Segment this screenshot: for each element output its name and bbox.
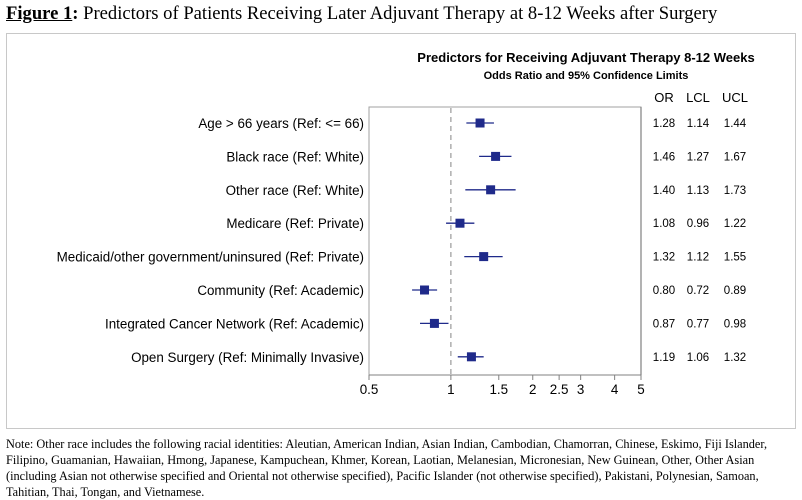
figure-title-text: Predictors of Patients Receiving Later A… bbox=[83, 3, 718, 24]
forest-row: Open Surgery (Ref: Minimally Invasive) 1.… bbox=[131, 350, 746, 365]
odds-ratio-marker bbox=[475, 118, 485, 128]
x-tick-label: 1.5 bbox=[489, 382, 508, 397]
chart-title: Predictors for Receiving Adjuvant Therap… bbox=[417, 50, 754, 65]
forest-plot: Predictors for Receiving Adjuvant Therap… bbox=[57, 50, 755, 397]
row-label: Open Surgery (Ref: Minimally Invasive) bbox=[131, 350, 364, 365]
row-label: Integrated Cancer Network (Ref: Academic… bbox=[105, 316, 364, 331]
row-label: Other race (Ref: White) bbox=[226, 183, 364, 198]
ucl-value: 1.22 bbox=[724, 218, 746, 230]
x-tick-label: 3 bbox=[577, 382, 584, 397]
ucl-value: 1.32 bbox=[724, 352, 746, 364]
x-tick-label: 2 bbox=[529, 382, 536, 397]
ucl-value: 1.67 bbox=[724, 151, 746, 163]
column-header-lcl: LCL bbox=[686, 90, 710, 105]
ucl-value: 0.89 bbox=[724, 285, 746, 297]
or-value: 1.32 bbox=[653, 252, 675, 264]
odds-ratio-marker bbox=[466, 352, 476, 362]
forest-row: Age > 66 years (Ref: <= 66) 1.28 1.14 1.44 bbox=[198, 116, 746, 131]
lcl-value: 0.72 bbox=[687, 285, 709, 297]
odds-ratio-marker bbox=[429, 318, 439, 328]
forest-row: Medicaid/other government/uninsured (Ref… bbox=[57, 250, 747, 265]
column-header-ucl: UCL bbox=[722, 90, 748, 105]
chart-frame: Predictors for Receiving Adjuvant Therap… bbox=[6, 33, 796, 429]
row-label: Community (Ref: Academic) bbox=[197, 283, 364, 298]
lcl-value: 1.27 bbox=[687, 151, 709, 163]
chart-subtitle: Odds Ratio and 95% Confidence Limits bbox=[484, 70, 689, 82]
odds-ratio-marker bbox=[491, 151, 501, 161]
forest-row: Black race (Ref: White) 1.46 1.27 1.67 bbox=[226, 149, 746, 164]
x-tick-label: 4 bbox=[611, 382, 619, 397]
or-value: 1.28 bbox=[653, 118, 675, 130]
odds-ratio-marker bbox=[455, 218, 465, 228]
x-tick-label: 5 bbox=[637, 382, 644, 397]
row-label: Age > 66 years (Ref: <= 66) bbox=[198, 116, 364, 131]
or-value: 1.40 bbox=[653, 185, 675, 197]
forest-row: Community (Ref: Academic) 0.80 0.72 0.89 bbox=[197, 283, 746, 298]
or-value: 1.46 bbox=[653, 151, 675, 163]
lcl-value: 1.12 bbox=[687, 252, 709, 264]
column-header-or: OR bbox=[654, 90, 674, 105]
odds-ratio-marker bbox=[479, 252, 489, 262]
or-value: 1.19 bbox=[653, 352, 675, 364]
ucl-value: 1.55 bbox=[724, 252, 746, 264]
lcl-value: 0.77 bbox=[687, 318, 709, 330]
ucl-value: 1.73 bbox=[724, 185, 746, 197]
ucl-value: 0.98 bbox=[724, 318, 746, 330]
odds-ratio-marker bbox=[420, 285, 430, 295]
row-label: Medicare (Ref: Private) bbox=[226, 216, 364, 231]
or-value: 0.87 bbox=[653, 318, 675, 330]
ucl-value: 1.44 bbox=[724, 118, 747, 130]
x-tick-label: 1 bbox=[447, 382, 454, 397]
or-value: 0.80 bbox=[653, 285, 675, 297]
x-tick-label: 0.5 bbox=[360, 382, 379, 397]
row-label: Medicaid/other government/uninsured (Ref… bbox=[57, 250, 364, 265]
figure-note: Note: Other race includes the following … bbox=[6, 437, 768, 499]
plot-area bbox=[368, 106, 642, 376]
lcl-value: 1.13 bbox=[687, 185, 709, 197]
x-tick-label: 2.5 bbox=[550, 382, 569, 397]
forest-row: Other race (Ref: White) 1.40 1.13 1.73 bbox=[226, 183, 747, 198]
figure-title: Figure 1: Predictors of Patients Receivi… bbox=[6, 3, 718, 24]
row-label: Black race (Ref: White) bbox=[226, 149, 364, 164]
lcl-value: 1.06 bbox=[687, 352, 709, 364]
lcl-value: 0.96 bbox=[687, 218, 709, 230]
odds-ratio-marker bbox=[486, 185, 496, 195]
lcl-value: 1.14 bbox=[687, 118, 710, 130]
figure-label: Figure 1 bbox=[6, 3, 73, 24]
forest-row: Medicare (Ref: Private) 1.08 0.96 1.22 bbox=[226, 216, 746, 231]
forest-row: Integrated Cancer Network (Ref: Academic… bbox=[105, 316, 746, 331]
or-value: 1.08 bbox=[653, 218, 675, 230]
